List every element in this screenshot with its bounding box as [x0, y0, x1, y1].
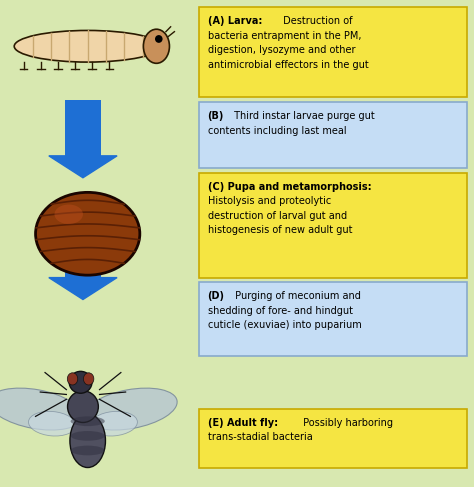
FancyBboxPatch shape [199, 7, 467, 97]
Text: destruction of larval gut and: destruction of larval gut and [208, 211, 347, 221]
Text: Possibly harboring: Possibly harboring [301, 418, 393, 428]
Ellipse shape [67, 391, 99, 422]
FancyBboxPatch shape [199, 102, 467, 168]
Text: (C) Pupa and metamorphosis:: (C) Pupa and metamorphosis: [208, 182, 371, 192]
Circle shape [155, 35, 163, 43]
Ellipse shape [71, 416, 105, 426]
Ellipse shape [83, 373, 94, 385]
Ellipse shape [0, 388, 82, 430]
Text: Purging of meconium and: Purging of meconium and [232, 291, 361, 301]
Text: Histolysis and proteolytic: Histolysis and proteolytic [208, 196, 331, 206]
Text: (B): (B) [208, 111, 224, 121]
Text: digestion, lysozyme and other: digestion, lysozyme and other [208, 45, 355, 56]
Ellipse shape [83, 388, 177, 430]
Ellipse shape [69, 371, 92, 393]
Ellipse shape [14, 30, 161, 62]
Ellipse shape [55, 205, 83, 224]
Text: bacteria entrapment in the PM,: bacteria entrapment in the PM, [208, 31, 361, 41]
FancyBboxPatch shape [199, 409, 467, 468]
Text: shedding of fore- and hindgut: shedding of fore- and hindgut [208, 306, 353, 316]
Text: (D): (D) [208, 291, 225, 301]
Bar [65, 212, 101, 278]
Ellipse shape [67, 373, 78, 385]
Text: Third instar larvae purge gut: Third instar larvae purge gut [231, 111, 375, 121]
Ellipse shape [71, 446, 105, 455]
Ellipse shape [70, 414, 105, 468]
Text: (A) Larva:: (A) Larva: [208, 16, 262, 26]
Text: (E) Adult fly:: (E) Adult fly: [208, 418, 278, 428]
Text: trans-stadial bacteria: trans-stadial bacteria [208, 432, 312, 443]
Text: contents including last meal: contents including last meal [208, 126, 346, 136]
Polygon shape [49, 278, 117, 300]
Text: histogenesis of new adult gut: histogenesis of new adult gut [208, 225, 352, 236]
Polygon shape [49, 156, 117, 178]
FancyBboxPatch shape [199, 282, 467, 356]
Text: cuticle (exuviae) into puparium: cuticle (exuviae) into puparium [208, 320, 361, 331]
Text: antimicrobial effectors in the gut: antimicrobial effectors in the gut [208, 60, 368, 70]
Ellipse shape [90, 412, 137, 436]
FancyBboxPatch shape [199, 173, 467, 278]
Ellipse shape [28, 412, 76, 436]
Bar [65, 100, 101, 156]
Text: Destruction of: Destruction of [280, 16, 353, 26]
Ellipse shape [71, 431, 105, 441]
Ellipse shape [143, 29, 169, 63]
Ellipse shape [36, 192, 140, 275]
